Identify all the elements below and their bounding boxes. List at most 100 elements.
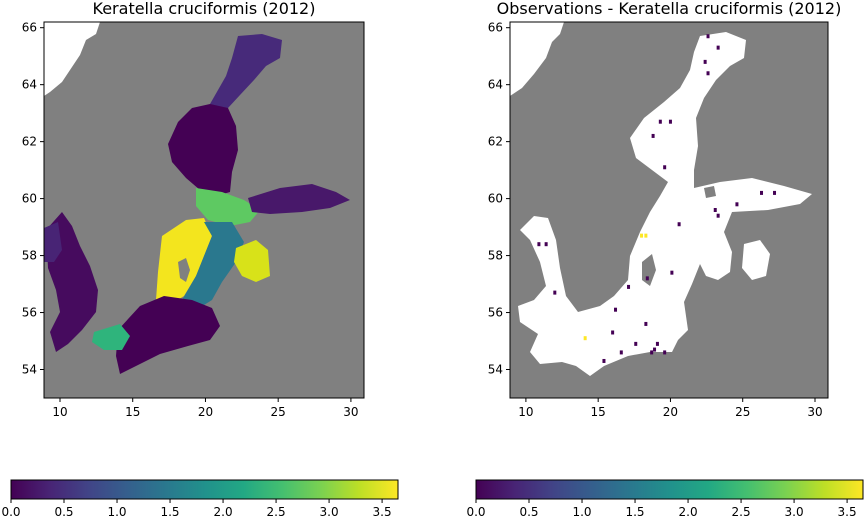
sea-gulf-of-riga xyxy=(234,240,270,282)
nodata-region xyxy=(44,22,100,96)
colorbar-tick-label: 0.0 xyxy=(466,505,485,519)
colorbar-tick-label: 3.0 xyxy=(320,505,339,519)
y-tick-label: 58 xyxy=(488,249,503,263)
colorbar-tick-label: 1.0 xyxy=(572,505,591,519)
observation-point xyxy=(583,336,587,341)
y-tick-label: 54 xyxy=(22,363,37,377)
observation-point xyxy=(677,222,681,227)
observations-ticks: 10 15 20 25 30 54 56 58 60 62 64 66 xyxy=(488,21,823,419)
observation-point xyxy=(640,233,644,238)
aland-islands xyxy=(704,186,716,198)
observation-point xyxy=(706,71,710,76)
colorbar-tick-label: 3.5 xyxy=(373,505,392,519)
observation-point xyxy=(651,133,655,138)
y-tick-label: 62 xyxy=(488,135,503,149)
observation-point xyxy=(619,350,623,355)
observation-point xyxy=(634,341,638,346)
heatmap-colorbar: 0.0 0.5 1.0 1.5 2.0 2.5 3.0 3.5 xyxy=(1,479,399,519)
x-tick-label: 10 xyxy=(52,405,67,419)
x-tick-label: 30 xyxy=(343,405,358,419)
colorbar-tick-label: 2.5 xyxy=(732,505,751,519)
observation-point xyxy=(644,233,648,238)
colorbar-tick-label: 1.5 xyxy=(625,505,644,519)
observation-point xyxy=(760,190,764,195)
heatmap-ticks: 10 15 20 25 30 54 56 58 60 62 64 66 xyxy=(22,21,359,419)
sea-bothnian-sea xyxy=(168,104,238,196)
colorbar-tick-label: 1.5 xyxy=(160,505,179,519)
observation-point xyxy=(537,242,541,247)
observation-point xyxy=(663,165,667,170)
colorbar-tick-label: 0.5 xyxy=(54,505,73,519)
observation-point xyxy=(706,34,710,39)
y-tick-label: 56 xyxy=(22,306,37,320)
gotland-island-right xyxy=(642,254,656,286)
y-tick-label: 56 xyxy=(488,306,503,320)
x-tick-label: 25 xyxy=(735,405,750,419)
observation-points xyxy=(537,34,777,363)
heatmap-panel: Keratella cruciformis (2012) xyxy=(22,0,365,419)
observation-point xyxy=(602,358,606,363)
heatmap-colorbar-ticks: 0.0 0.5 1.0 1.5 2.0 2.5 3.0 3.5 xyxy=(1,499,392,519)
colorbar-tick-label: 2.0 xyxy=(214,505,233,519)
observations-axes-frame xyxy=(509,21,829,399)
sea-arkona xyxy=(92,324,130,350)
y-tick-label: 64 xyxy=(488,78,503,92)
colorbar-tick-label: 0.5 xyxy=(519,505,538,519)
observation-point xyxy=(716,45,720,50)
observations-title: Observations - Keratella cruciformis (20… xyxy=(497,0,842,18)
y-tick-label: 58 xyxy=(22,249,37,263)
observation-point xyxy=(544,242,548,247)
observation-point xyxy=(653,347,657,352)
y-tick-label: 60 xyxy=(488,192,503,206)
observation-point xyxy=(644,321,648,326)
observation-point xyxy=(611,330,615,335)
observations-colorbar: 0.0 0.5 1.0 1.5 2.0 2.5 3.0 3.5 xyxy=(466,479,864,519)
colorbar-tick-label: 3.5 xyxy=(838,505,857,519)
x-tick-label: 25 xyxy=(271,405,286,419)
y-tick-label: 60 xyxy=(22,192,37,206)
gulf-of-riga-area xyxy=(742,240,770,280)
y-tick-label: 66 xyxy=(488,21,503,35)
y-tick-label: 66 xyxy=(22,21,37,35)
observation-point xyxy=(670,270,674,275)
heatmap-axes-frame xyxy=(43,21,365,399)
sea-eastern-gotland xyxy=(182,222,244,310)
sea-bothnian-bay xyxy=(210,34,282,112)
colorbar-tick-label: 1.0 xyxy=(107,505,126,519)
observation-point xyxy=(735,202,739,207)
y-tick-label: 54 xyxy=(488,363,503,377)
observations-panel: Observations - Keratella cruciformis (20… xyxy=(488,0,842,419)
colorbar-tick-label: 2.5 xyxy=(267,505,286,519)
observation-point xyxy=(627,284,631,289)
heatmap-title: Keratella cruciformis (2012) xyxy=(93,0,316,18)
observations-plot-area xyxy=(510,22,828,398)
observation-point xyxy=(645,276,649,281)
gotland-island xyxy=(178,258,190,282)
colorbar-tick-label: 3.0 xyxy=(785,505,804,519)
heatmap-colorbar-gradient xyxy=(10,479,399,500)
sea-gulf-of-finland xyxy=(248,184,350,214)
baltic-sea-area xyxy=(518,32,812,376)
x-tick-label: 15 xyxy=(125,405,140,419)
colorbar-tick-label: 0.0 xyxy=(1,505,20,519)
x-tick-label: 30 xyxy=(807,405,822,419)
colorbar-tick-label: 2.0 xyxy=(679,505,698,519)
observation-point xyxy=(773,190,777,195)
y-tick-label: 64 xyxy=(22,78,37,92)
observation-point xyxy=(663,350,667,355)
sea-skagerrak xyxy=(44,222,62,262)
observation-point xyxy=(668,119,672,124)
x-tick-label: 15 xyxy=(591,405,606,419)
observation-point xyxy=(553,290,557,295)
observation-point xyxy=(713,208,717,212)
observations-colorbar-gradient xyxy=(475,479,864,500)
observation-point xyxy=(703,59,707,64)
observations-colorbar-ticks: 0.0 0.5 1.0 1.5 2.0 2.5 3.0 3.5 xyxy=(466,499,857,519)
observation-point xyxy=(655,341,659,346)
sea-aland xyxy=(196,188,260,226)
observation-point xyxy=(614,307,618,312)
observation-point xyxy=(716,213,720,218)
x-tick-label: 20 xyxy=(663,405,678,419)
heatmap-plot-area xyxy=(44,22,364,398)
